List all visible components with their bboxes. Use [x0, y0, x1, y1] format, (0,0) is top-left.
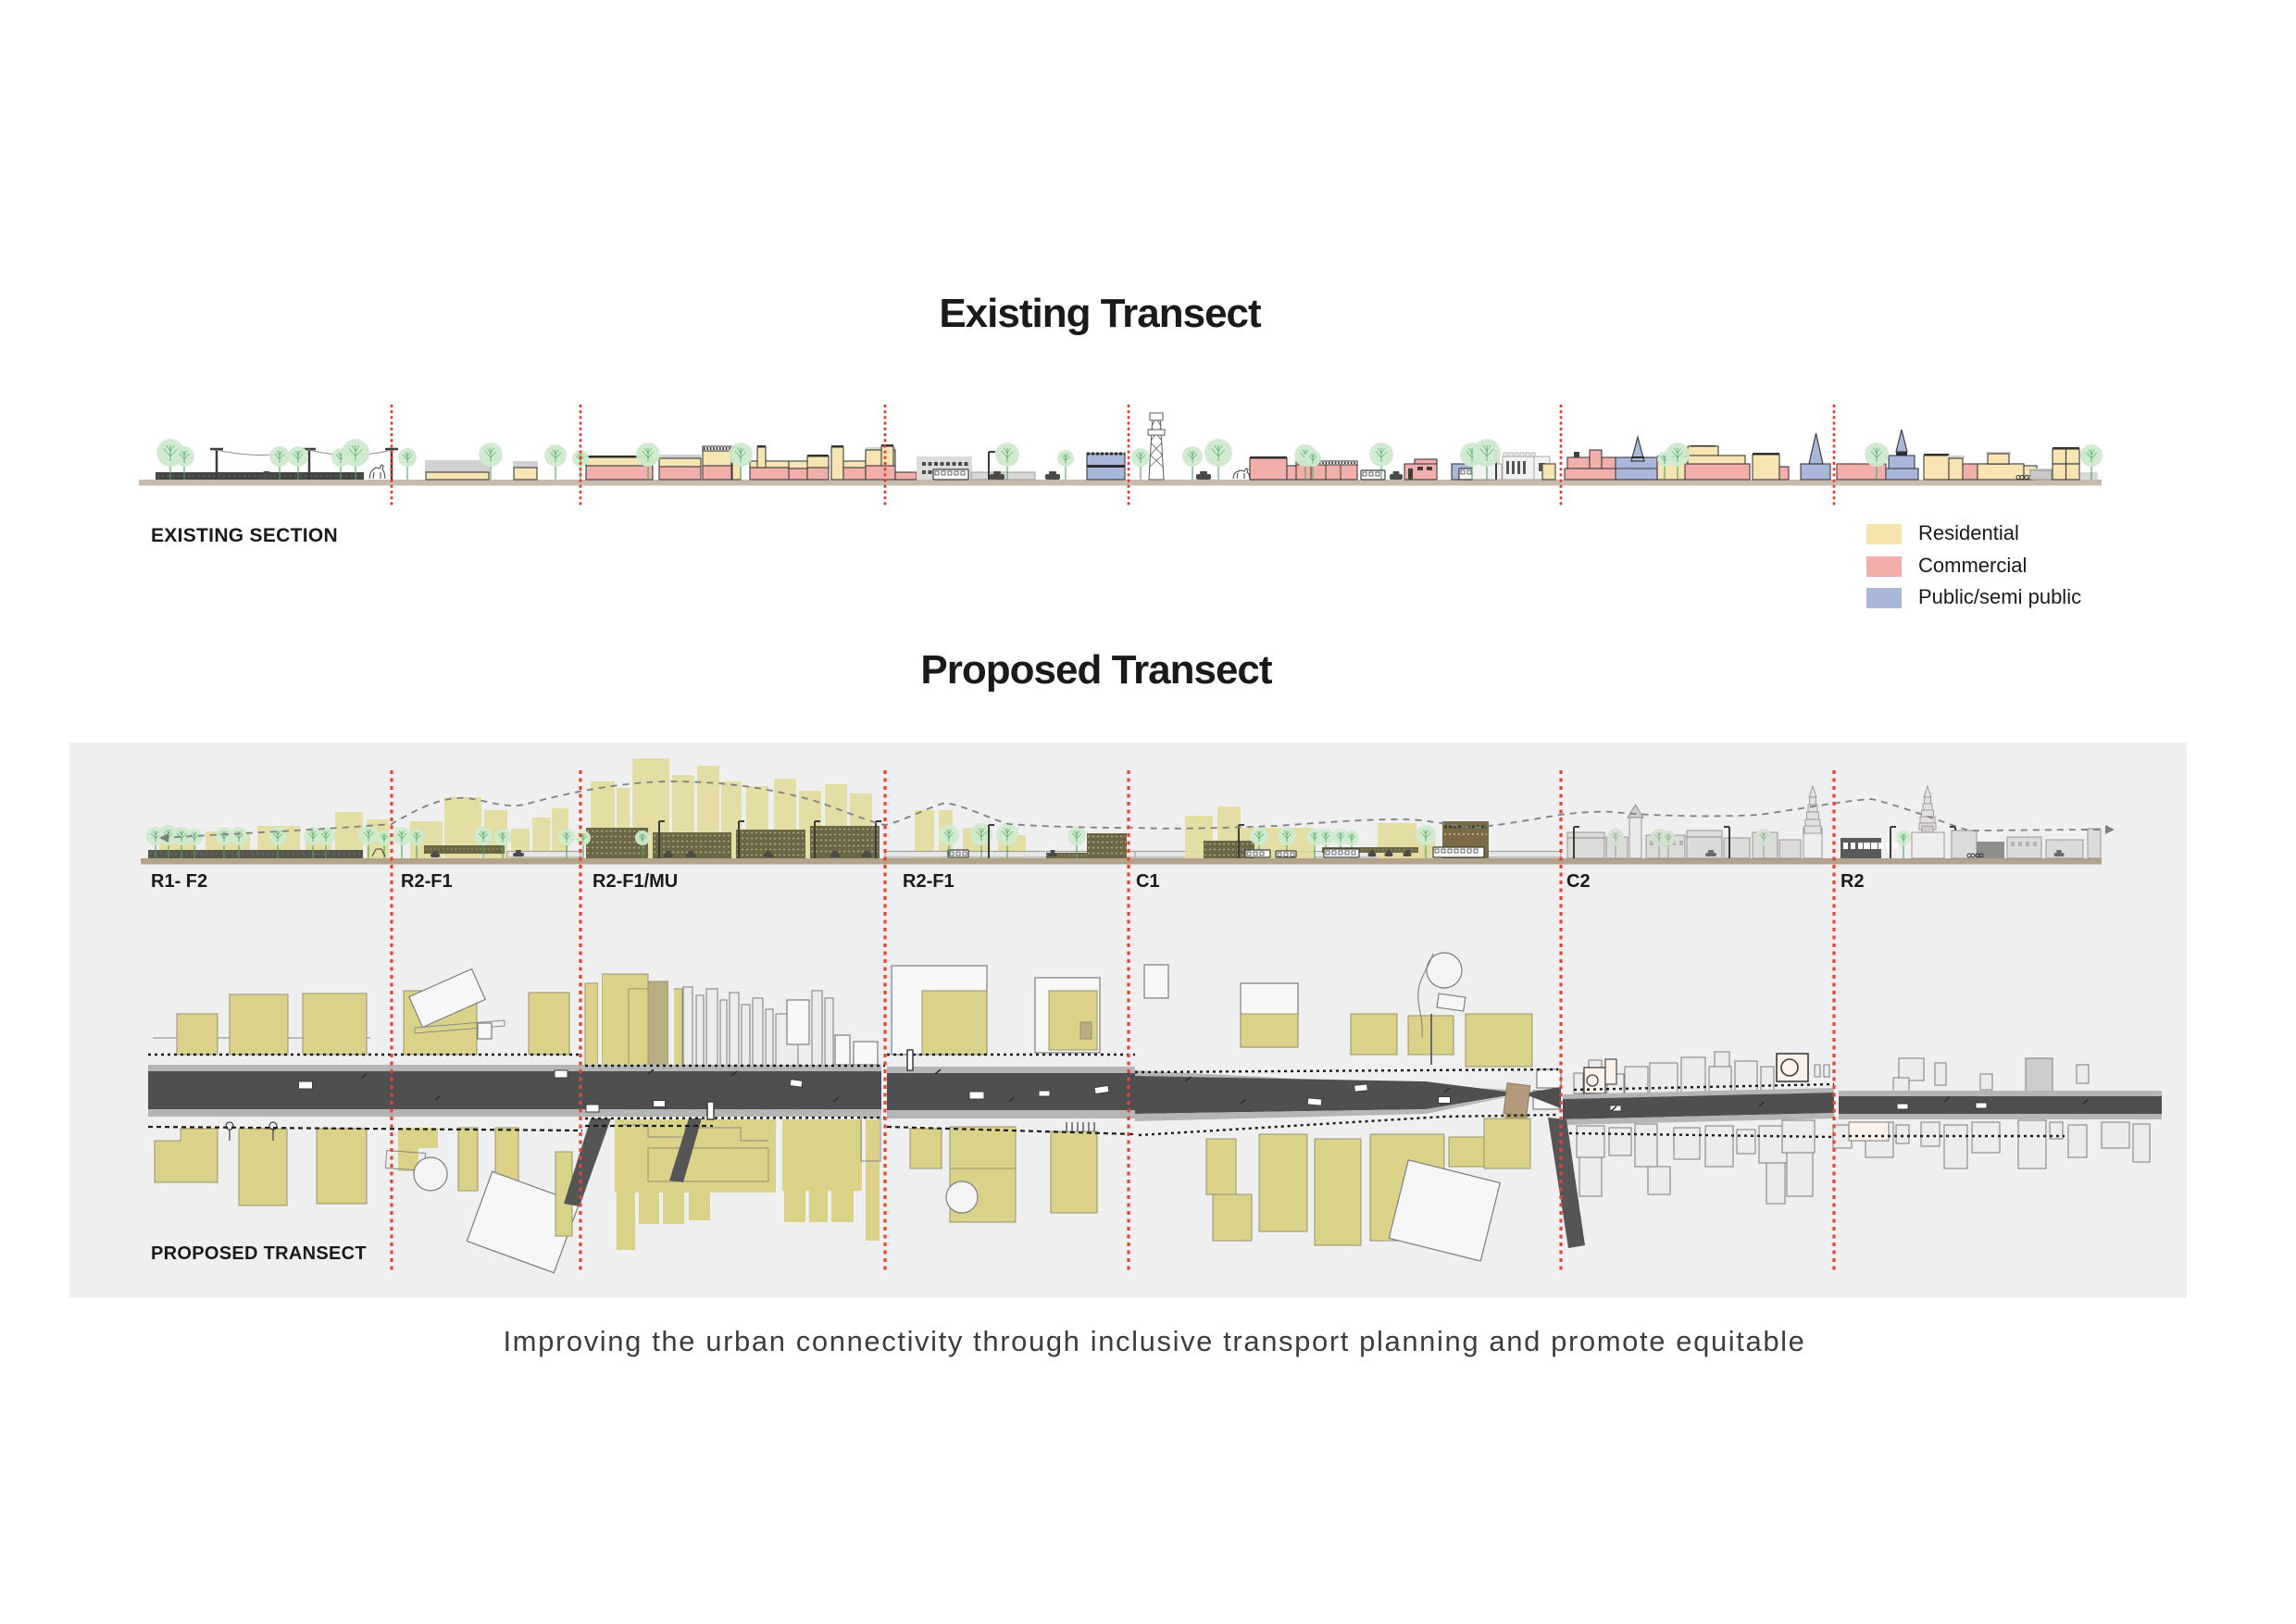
- svg-text:R2-F1: R2-F1: [401, 871, 453, 892]
- svg-text:Commercial: Commercial: [1918, 554, 2027, 577]
- svg-text:C2: C2: [1566, 871, 1591, 892]
- svg-text:EXISTING SECTION: EXISTING SECTION: [151, 525, 338, 546]
- svg-text:Existing Transect: Existing Transect: [939, 291, 1262, 336]
- svg-text:Proposed Transect: Proposed Transect: [920, 647, 1272, 693]
- svg-text:Residential: Residential: [1918, 521, 2019, 544]
- svg-text:Improving the urban connectivi: Improving the urban connectivity through…: [503, 1325, 1805, 1357]
- svg-text:PROPOSED TRANSECT: PROPOSED TRANSECT: [151, 1243, 367, 1264]
- svg-text:R2-F1: R2-F1: [903, 871, 955, 892]
- svg-text:R2-F1/MU: R2-F1/MU: [593, 871, 678, 892]
- svg-text:Public/semi public: Public/semi public: [1918, 585, 2081, 608]
- svg-text:R2: R2: [1841, 871, 1865, 892]
- svg-text:C1: C1: [1136, 871, 1160, 892]
- svg-text:R1- F2: R1- F2: [151, 871, 207, 892]
